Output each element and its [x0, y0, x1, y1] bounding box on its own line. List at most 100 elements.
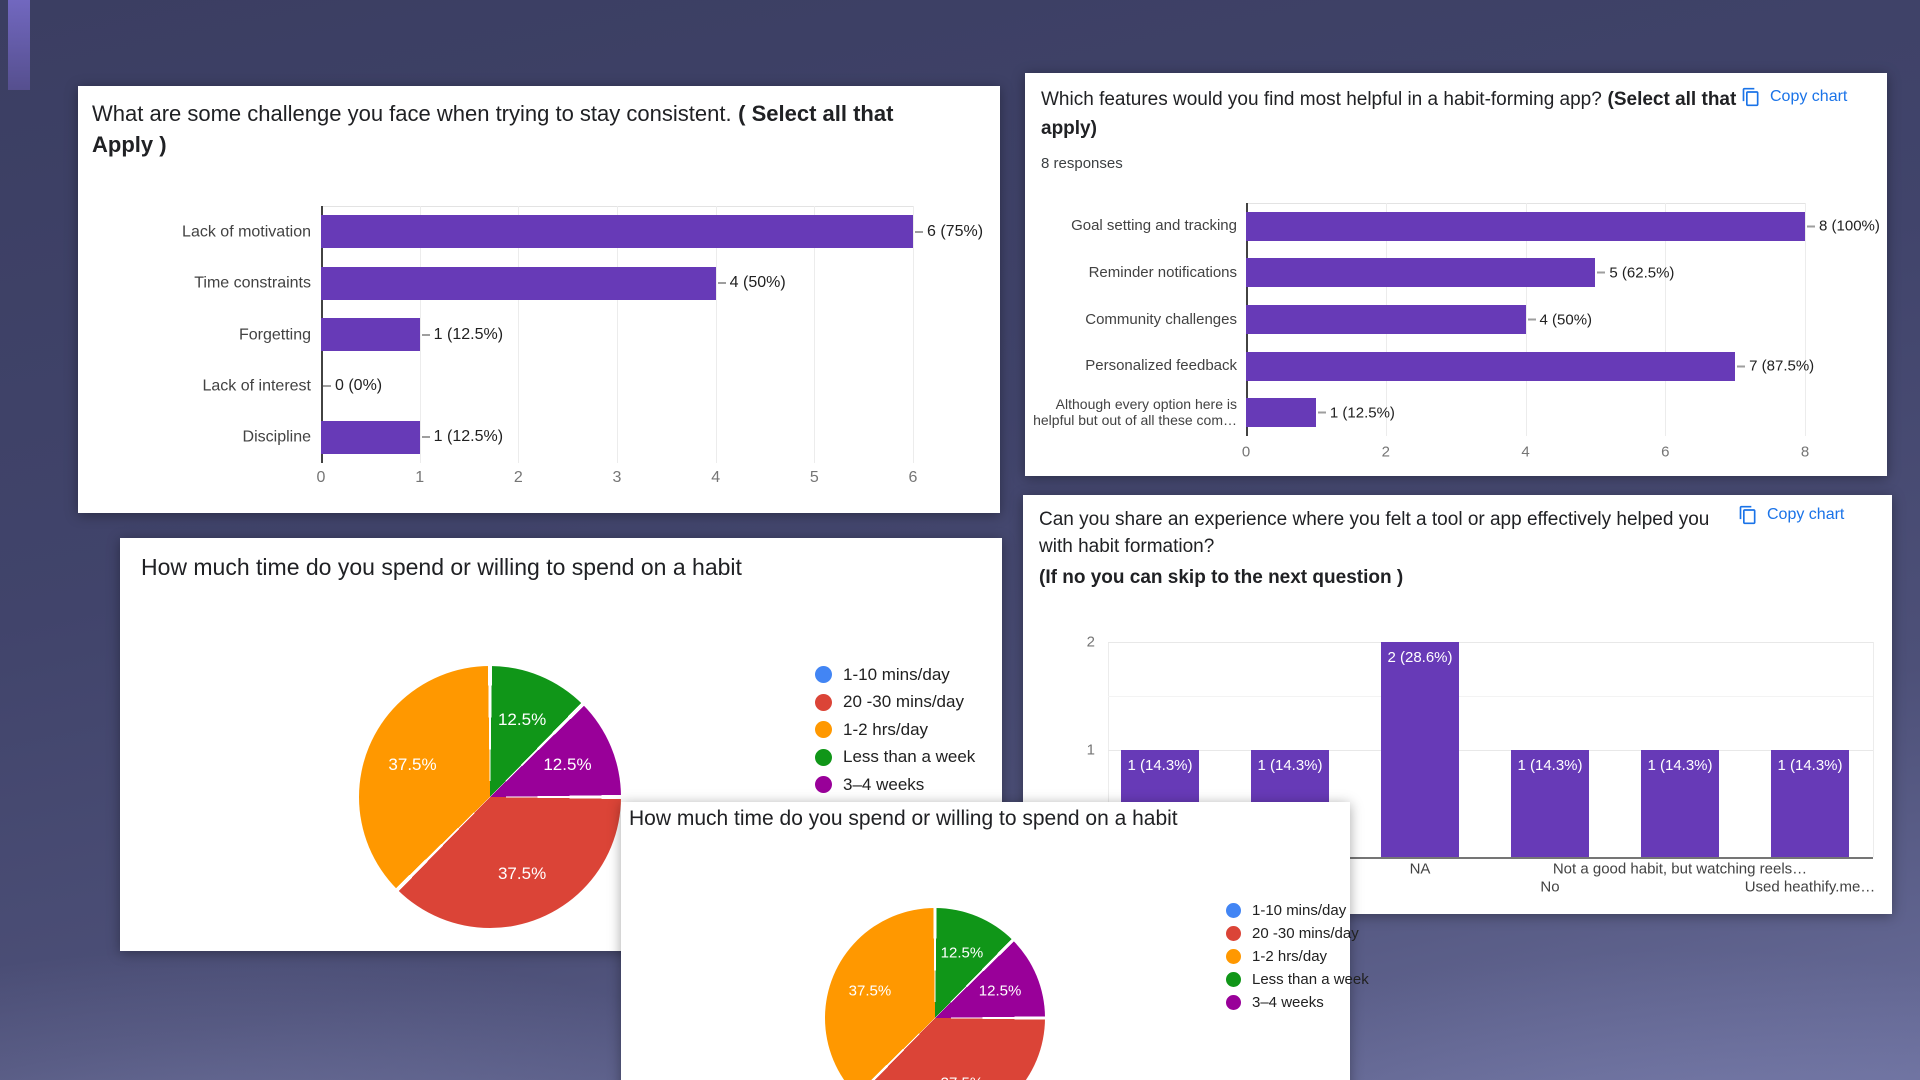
gridline	[1665, 203, 1667, 436]
legend-swatch	[1226, 903, 1241, 918]
legend-item: 1-2 hrs/day	[815, 716, 975, 744]
category-label: Time constraints	[194, 274, 311, 292]
gridline	[1108, 642, 1873, 643]
pie-slice-label: 37.5%	[941, 1075, 984, 1080]
plot-right-border	[1873, 642, 1874, 857]
bar-value-label: 2 (28.6%)	[1387, 649, 1453, 666]
legend-swatch	[1226, 995, 1241, 1010]
legend-swatch	[1226, 972, 1241, 987]
value-leader-line	[421, 436, 430, 439]
value-label: 4 (50%)	[717, 274, 786, 292]
x-tick-label: 6	[1661, 443, 1670, 461]
bar	[1246, 398, 1316, 428]
category-label: Lack of motivation	[182, 223, 311, 241]
question-title-bold: ( Select all that Apply )	[92, 101, 894, 157]
gridline	[814, 206, 816, 463]
background-accent-strip	[8, 0, 30, 90]
legend-swatch	[1226, 926, 1241, 941]
legend-label: 20 -30 mins/day	[843, 692, 964, 712]
value-leader-line	[323, 384, 331, 387]
x-category-label: No	[1540, 878, 1560, 896]
bar	[1381, 642, 1459, 857]
legend-label: 20 -30 mins/day	[1252, 925, 1359, 942]
question-title-text: What are some challenge you face when tr…	[92, 101, 732, 126]
legend-label: 1-2 hrs/day	[1252, 948, 1328, 965]
value-leader-line	[1597, 271, 1606, 274]
value-label: 6 (75%)	[915, 223, 983, 241]
responses-count: 8 responses	[1041, 155, 1123, 172]
legend-swatch	[815, 693, 832, 711]
pie-title: How much time do you spend or willing to…	[629, 807, 1178, 830]
bar	[321, 266, 716, 300]
pie-legend: 1-10 mins/day 20 -30 mins/day 1-2 hrs/day L…	[815, 661, 975, 799]
pie-slice-label: 12.5%	[978, 982, 1022, 1000]
gridline	[617, 206, 618, 463]
value-leader-line	[1317, 411, 1326, 414]
x-category-label: Used heathify.me…	[1744, 878, 1876, 896]
legend-item: 3–4 weeks	[1226, 991, 1369, 1014]
value-leader-line	[1737, 365, 1746, 368]
card-features-chart: Which features would you find most helpf…	[1025, 73, 1887, 476]
value-label-text: 5 (62.5%)	[1609, 264, 1675, 282]
legend-item: 1-10 mins/day	[1226, 899, 1369, 922]
pie-graphic	[825, 908, 1045, 1080]
bar-value-label: 1 (14.3%)	[1257, 756, 1323, 774]
legend-swatch	[815, 776, 832, 794]
value-label: 4 (50%)	[1527, 311, 1593, 328]
copy-chart-button[interactable]: Copy chart	[1734, 503, 1848, 527]
value-leader-line	[1527, 318, 1536, 321]
pie-graphic	[359, 666, 621, 928]
bar	[1641, 749, 1719, 857]
legend-item: Less than a week	[1226, 968, 1369, 991]
value-label: 1 (12.5%)	[421, 428, 504, 446]
question-title-text: Which features would you find most helpf…	[1041, 89, 1602, 110]
pie-slice-label: 37.5%	[497, 864, 547, 884]
bar	[1246, 258, 1596, 288]
bar-value-label: 1 (14.3%)	[1517, 756, 1583, 774]
legend-label: 1-10 mins/day	[1252, 902, 1347, 919]
value-label-text: 4 (50%)	[1539, 311, 1593, 328]
pie-legend: 1-10 mins/day 20 -30 mins/day 1-2 hrs/day L…	[1226, 899, 1369, 1014]
gridline	[1108, 749, 1873, 751]
copy-chart-button[interactable]: Copy chart	[1737, 85, 1851, 109]
legend-label: Less than a week	[843, 747, 976, 767]
gridline	[1805, 203, 1806, 436]
legend-item: 1-2 hrs/day	[1226, 945, 1369, 968]
legend-label: 1-10 mins/day	[843, 664, 950, 684]
value-label: 8 (100%)	[1807, 218, 1880, 235]
y-tick-label: 1	[1086, 741, 1095, 758]
x-tick-label: 0	[316, 469, 326, 486]
copy-icon	[1741, 87, 1761, 107]
card-experience-chart: Can you share an experience where you fe…	[1023, 495, 1892, 914]
value-label: 7 (87.5%)	[1737, 358, 1814, 375]
legend-item: 3–4 weeks	[815, 771, 975, 799]
bar-value-label: 1 (14.3%)	[1647, 756, 1713, 774]
gridline	[913, 206, 914, 463]
value-label-text: 8 (100%)	[1819, 217, 1880, 235]
bar	[1771, 749, 1849, 857]
y-tick-label: 2	[1086, 633, 1095, 651]
x-tick-label: 3	[612, 469, 622, 486]
legend-swatch	[815, 721, 832, 739]
legend-item: 20 -30 mins/day	[815, 689, 975, 717]
value-label-text: 0 (0%)	[335, 376, 383, 394]
legend-swatch	[815, 666, 832, 684]
x-tick-label: 0	[1241, 443, 1251, 461]
category-label: Discipline	[242, 428, 311, 446]
value-label-text: 1 (12.5%)	[433, 428, 504, 446]
question-title-text: Can you share an experience where you fe…	[1039, 509, 1710, 557]
bar-value-label: 1 (14.3%)	[1127, 756, 1193, 774]
category-label: Although every option here is helpful bu…	[1033, 395, 1237, 429]
value-leader-line	[421, 333, 430, 336]
value-label-text: 1 (12.5%)	[433, 325, 504, 343]
gridline	[518, 206, 520, 463]
category-label: Reminder notifications	[1088, 263, 1237, 281]
bar	[1246, 211, 1805, 241]
legend-item: Less than a week	[815, 744, 975, 772]
bar	[1511, 749, 1589, 857]
legend-label: 1-2 hrs/day	[843, 719, 929, 739]
question-title-bold: (If no you can skip to the next question…	[1039, 567, 1404, 588]
gridline	[1108, 695, 1873, 697]
bar	[1246, 351, 1736, 381]
value-leader-line	[1807, 225, 1815, 228]
